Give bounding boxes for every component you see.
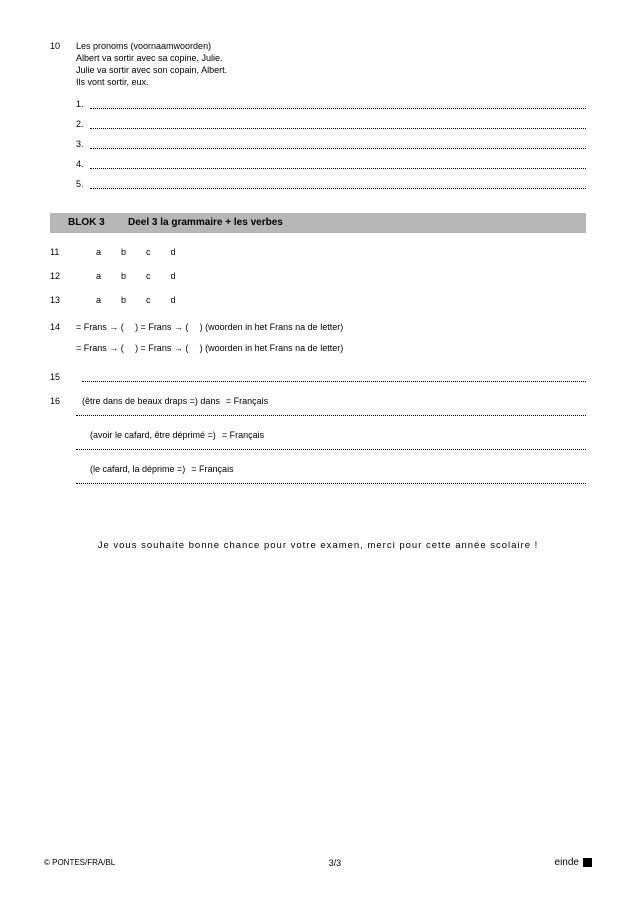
- footer-copyright: © PONTES/FRA/BL: [44, 858, 115, 867]
- q13-opt-a[interactable]: a: [96, 295, 101, 305]
- q10-sub1-label: 1.: [76, 99, 84, 109]
- answer-line[interactable]: [76, 443, 586, 450]
- content-area: 10 Les pronoms (voornaamwoorden) Albert …: [0, 0, 636, 551]
- q13-opt-b[interactable]: b: [121, 295, 126, 305]
- q14-l1-a: = Frans → (: [76, 322, 124, 332]
- good-luck-line: Je vous souhaite bonne chance pour votre…: [50, 540, 586, 551]
- q10-sub4-label: 4.: [76, 159, 84, 169]
- page-footer: © PONTES/FRA/BL 3/3 einde: [0, 857, 636, 868]
- question-12: 12 a b c d: [50, 271, 586, 281]
- q16-term2-suffix: = Français: [222, 430, 264, 440]
- question-13: 13 a b c d: [50, 295, 586, 305]
- question-11: 11 a b c d: [50, 247, 586, 257]
- q12-opt-d[interactable]: d: [171, 271, 176, 281]
- q11-number: 11: [50, 247, 76, 257]
- q15-number: 15: [50, 372, 76, 382]
- q13-number: 13: [50, 295, 76, 305]
- q10-number: 10: [50, 40, 76, 52]
- q11-opt-b[interactable]: b: [121, 247, 126, 257]
- q14-l1-b: ) = Frans → (: [135, 322, 188, 332]
- footer-page: 3/3: [329, 858, 342, 868]
- q10-sub5-label: 5.: [76, 179, 84, 189]
- answer-line[interactable]: [90, 142, 586, 149]
- section-header: BLOK 3 Deel 3 la grammaire + les verbes: [50, 213, 586, 233]
- footer-einde: einde: [555, 857, 592, 868]
- answer-line[interactable]: [76, 409, 586, 416]
- q14-number: 14: [50, 321, 76, 358]
- q11-opt-a[interactable]: a: [96, 247, 101, 257]
- q10-sub-1: 1.: [76, 99, 586, 109]
- q10-line-1: Les pronoms (voornaamwoorden): [76, 40, 586, 52]
- q14-l2-a: = Frans → (: [76, 343, 124, 353]
- q11-opt-d[interactable]: d: [171, 247, 176, 257]
- q14-line-2: = Frans → ( ) = Frans → ( ) (woorden in …: [76, 342, 586, 358]
- question-15: 15: [50, 372, 586, 382]
- q14-l2-b: ) = Frans → (: [135, 343, 188, 353]
- question-10: 10 Les pronoms (voornaamwoorden) Albert …: [50, 40, 586, 89]
- q11-opt-c[interactable]: c: [146, 247, 151, 257]
- q14-line-1: = Frans → ( ) = Frans → ( ) (woorden in …: [76, 321, 586, 337]
- answer-line[interactable]: [90, 122, 586, 129]
- q10-line-4: Ils vont sortir, eux.: [76, 76, 586, 88]
- q10-sub-2: 2.: [76, 119, 586, 129]
- q10-sub2-label: 2.: [76, 119, 84, 129]
- q16-number: 16: [50, 396, 76, 406]
- q16-term2: (avoir le cafard, être déprimé =): [90, 430, 216, 440]
- q10-sub-5: 5.: [76, 179, 586, 189]
- q14-body: = Frans → ( ) = Frans → ( ) (woorden in …: [76, 321, 586, 358]
- q11-options: a b c d: [96, 247, 176, 257]
- q13-opt-d[interactable]: d: [171, 295, 176, 305]
- answer-line[interactable]: [76, 477, 586, 484]
- question-14: 14 = Frans → ( ) = Frans → ( ) (woorden …: [50, 321, 586, 358]
- answer-line[interactable]: [90, 182, 586, 189]
- q16-term1: (être dans de beaux draps =) dans: [82, 396, 220, 406]
- q10-sub3-label: 3.: [76, 139, 84, 149]
- q13-options: a b c d: [96, 295, 176, 305]
- q16-term1-suffix: = Français: [226, 396, 268, 406]
- q13-opt-c[interactable]: c: [146, 295, 151, 305]
- q12-number: 12: [50, 271, 76, 281]
- answer-line[interactable]: [90, 162, 586, 169]
- q10-line-3: Julie va sortir avec son copain, Albert.: [76, 64, 586, 76]
- q16-term3: (le cafard, la déprime =): [90, 464, 185, 474]
- q10-body: Les pronoms (voornaamwoorden) Albert va …: [76, 40, 586, 89]
- q10-answers: 1. 2. 3. 4. 5.: [76, 99, 586, 189]
- section-left: BLOK 3: [68, 217, 128, 228]
- q10-sub-3: 3.: [76, 139, 586, 149]
- page: 10 Les pronoms (voornaamwoorden) Albert …: [0, 0, 636, 900]
- q12-opt-a[interactable]: a: [96, 271, 101, 281]
- answer-line[interactable]: [82, 375, 586, 382]
- section-right: Deel 3 la grammaire + les verbes: [128, 217, 283, 228]
- end-marker-icon: [583, 858, 592, 867]
- q10-sub-4: 4.: [76, 159, 586, 169]
- q14-l1-c: ) (woorden in het Frans na de letter): [200, 322, 344, 332]
- q14-l2-c: ) (woorden in het Frans na de letter): [200, 343, 344, 353]
- q10-line-2: Albert va sortir avec sa copine, Julie.: [76, 52, 586, 64]
- q12-options: a b c d: [96, 271, 176, 281]
- question-16: 16 (être dans de beaux draps =) dans = F…: [50, 396, 586, 484]
- answer-line[interactable]: [90, 102, 586, 109]
- q12-opt-c[interactable]: c: [146, 271, 151, 281]
- q16-term3-suffix: = Français: [191, 464, 233, 474]
- einde-label: einde: [555, 857, 579, 868]
- q12-opt-b[interactable]: b: [121, 271, 126, 281]
